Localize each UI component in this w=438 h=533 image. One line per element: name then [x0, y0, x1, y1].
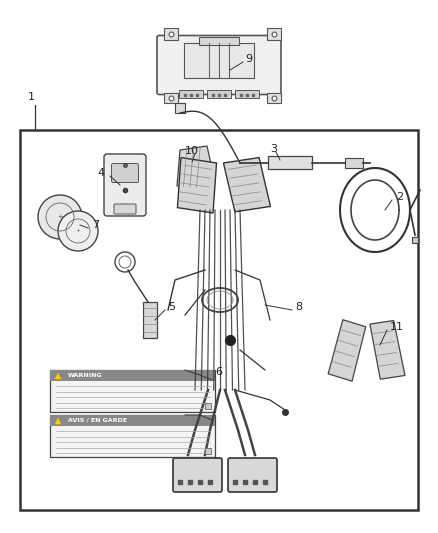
Text: 3: 3: [270, 144, 277, 154]
FancyBboxPatch shape: [114, 204, 136, 214]
Polygon shape: [177, 158, 216, 213]
Bar: [164, 93, 178, 102]
Text: AVIS / EN GARDE: AVIS / EN GARDE: [68, 418, 127, 423]
Bar: [175, 103, 185, 113]
Bar: [184, 43, 254, 77]
FancyBboxPatch shape: [157, 36, 281, 94]
Bar: [20, 130, 418, 510]
Text: 1: 1: [28, 92, 35, 102]
Polygon shape: [223, 158, 271, 212]
Bar: [267, 28, 281, 39]
FancyBboxPatch shape: [173, 458, 222, 492]
FancyBboxPatch shape: [228, 458, 277, 492]
Bar: [164, 28, 178, 39]
Bar: [199, 36, 239, 44]
Polygon shape: [328, 320, 366, 381]
Text: 10: 10: [185, 146, 199, 156]
FancyBboxPatch shape: [112, 164, 138, 182]
Text: WARNING: WARNING: [68, 373, 102, 378]
Polygon shape: [177, 146, 213, 188]
Text: +: +: [76, 229, 81, 233]
Text: 6: 6: [215, 367, 222, 377]
Bar: [267, 93, 281, 102]
Bar: [235, 90, 259, 98]
Bar: [345, 158, 363, 168]
Text: 9: 9: [245, 54, 252, 64]
Text: 2: 2: [396, 192, 403, 202]
Text: 7: 7: [92, 220, 99, 230]
Bar: [268, 156, 312, 169]
Text: 4: 4: [97, 168, 104, 178]
Bar: [50, 370, 215, 412]
Circle shape: [58, 211, 98, 251]
Text: 8: 8: [295, 302, 302, 312]
FancyBboxPatch shape: [104, 154, 146, 216]
Bar: [143, 302, 157, 338]
Polygon shape: [370, 320, 405, 379]
Bar: [50, 415, 215, 426]
Circle shape: [38, 195, 82, 239]
Bar: [179, 90, 203, 98]
Bar: [50, 370, 215, 381]
Text: 11: 11: [390, 322, 404, 332]
Bar: [50, 415, 215, 457]
Text: +: +: [57, 214, 63, 220]
Text: 5: 5: [168, 302, 175, 312]
Bar: [207, 90, 231, 98]
